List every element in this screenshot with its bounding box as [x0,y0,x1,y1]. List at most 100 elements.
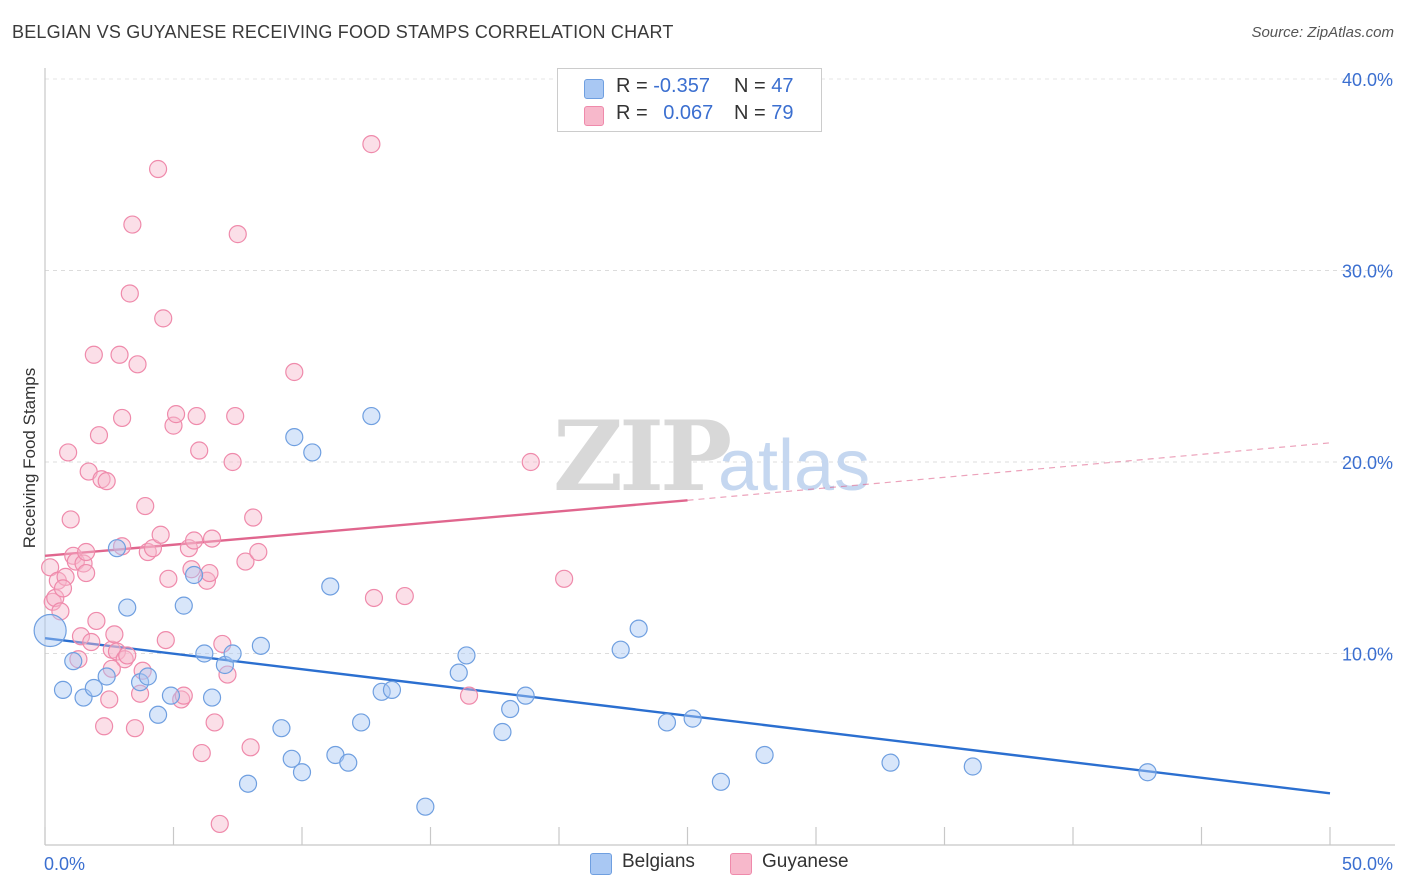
chart-title: BELGIAN VS GUYANESE RECEIVING FOOD STAMP… [12,22,674,42]
point-guyanese [120,284,139,303]
point-guyanese [112,408,132,428]
point-guyanese [241,738,260,757]
point-guyanese [84,345,103,364]
bottom-legend-label-belgians: Belgians [622,851,695,872]
point-guyanese [77,542,96,562]
x-tick-label: 0.0% [44,854,85,874]
point-belgians [683,709,702,728]
point-belgians [362,406,381,426]
point-belgians [97,667,116,686]
legend-n-belgians: N = 47 [734,75,794,97]
trend-line-guyanese [44,499,688,558]
point-belgians [449,663,468,682]
point-guyanese [71,627,91,646]
y-tick-label: 10.0% [1342,645,1393,665]
point-guyanese [164,416,183,435]
point-belgians [416,797,435,816]
point-belgians [174,596,193,615]
point-belgians [339,753,358,772]
point-guyanese [223,452,242,472]
point-guyanese [159,569,178,588]
point-belgians [657,713,677,732]
point-guyanese [123,215,142,234]
point-belgians [138,667,157,686]
point-guyanese [200,563,219,583]
point-guyanese [244,508,263,527]
point-belgians [202,688,222,707]
tick-labels: 10.0% 20.0% 30.0% 40.0% 0.0% 50.0% [44,70,1393,874]
point-guyanese [87,611,106,631]
point-guyanese [285,362,304,382]
point-guyanese [192,743,211,763]
point-belgians [148,705,168,724]
source-label: Source: ZipAtlas.com [1251,24,1394,41]
y-axis-label: Receiving Food Stamps [20,367,39,549]
point-guyanese [174,686,193,705]
point-guyanese [226,406,245,426]
point-belgians [303,443,322,462]
point-guyanese [364,588,384,608]
trend-line-belgians [44,636,1331,795]
y-tick-label: 30.0% [1342,262,1393,282]
point-guyanese [59,443,78,462]
legend-swatch-guyanese [584,106,604,126]
point-guyanese [100,690,119,709]
point-belgians [195,644,214,663]
legend-n-guyanese: N = 79 [734,102,794,124]
point-belgians [711,772,731,791]
trend-lines [44,442,1331,795]
point-belgians [321,577,340,596]
point-belgians [352,713,371,732]
point-guyanese [105,625,124,644]
point-guyanese [521,452,540,472]
point-guyanese [136,496,155,516]
point-belgians [611,640,630,659]
point-belgians [963,757,982,776]
point-belgians [251,636,270,655]
point-guyanese [362,135,381,154]
point-belgians [292,763,312,782]
point-belgians [223,644,242,663]
point-guyanese [202,529,222,548]
point-belgians [382,680,402,699]
point-belgians [457,646,476,665]
point-belgians [161,686,181,705]
point-belgians [493,722,512,742]
point-guyanese [46,588,65,608]
point-belgians [516,686,535,705]
point-guyanese [118,646,137,665]
point-belgians [1138,763,1157,782]
point-belgians [184,565,204,585]
y-tick-label: 40.0% [1342,70,1393,90]
point-belgians [33,613,67,648]
point-belgians [118,598,137,617]
point-guyanese [184,531,204,550]
point-guyanese [53,579,73,598]
point-guyanese [395,586,414,606]
trend-line-guyanese-extension [687,442,1331,501]
point-guyanese [205,713,224,732]
point-belgians [501,699,520,719]
point-guyanese [166,405,186,424]
bottom-legend-swatch-belgians [590,853,612,875]
correlation-legend: R = -0.357 N = 47 R = 0.067 N = 79 [557,68,822,132]
point-guyanese [151,525,170,544]
point-guyanese [41,558,60,577]
point-belgians [272,719,291,738]
point-guyanese [148,159,168,179]
point-belgians [881,753,900,772]
point-guyanese [459,686,479,705]
point-guyanese [77,563,96,583]
point-guyanese [61,510,80,529]
point-guyanese [82,632,101,652]
point-belgians [107,539,127,558]
point-belgians [238,774,258,793]
point-belgians [84,678,103,698]
legend-row-guyanese: R = 0.067 N = 79 [558,102,821,128]
legend-row-belgians: R = -0.357 N = 47 [558,75,821,101]
point-guyanese [110,345,129,364]
watermark-zip: ZIP [553,400,730,513]
point-guyanese [125,719,145,738]
point-belgians [755,745,774,765]
x-tick-label: 50.0% [1342,854,1393,874]
